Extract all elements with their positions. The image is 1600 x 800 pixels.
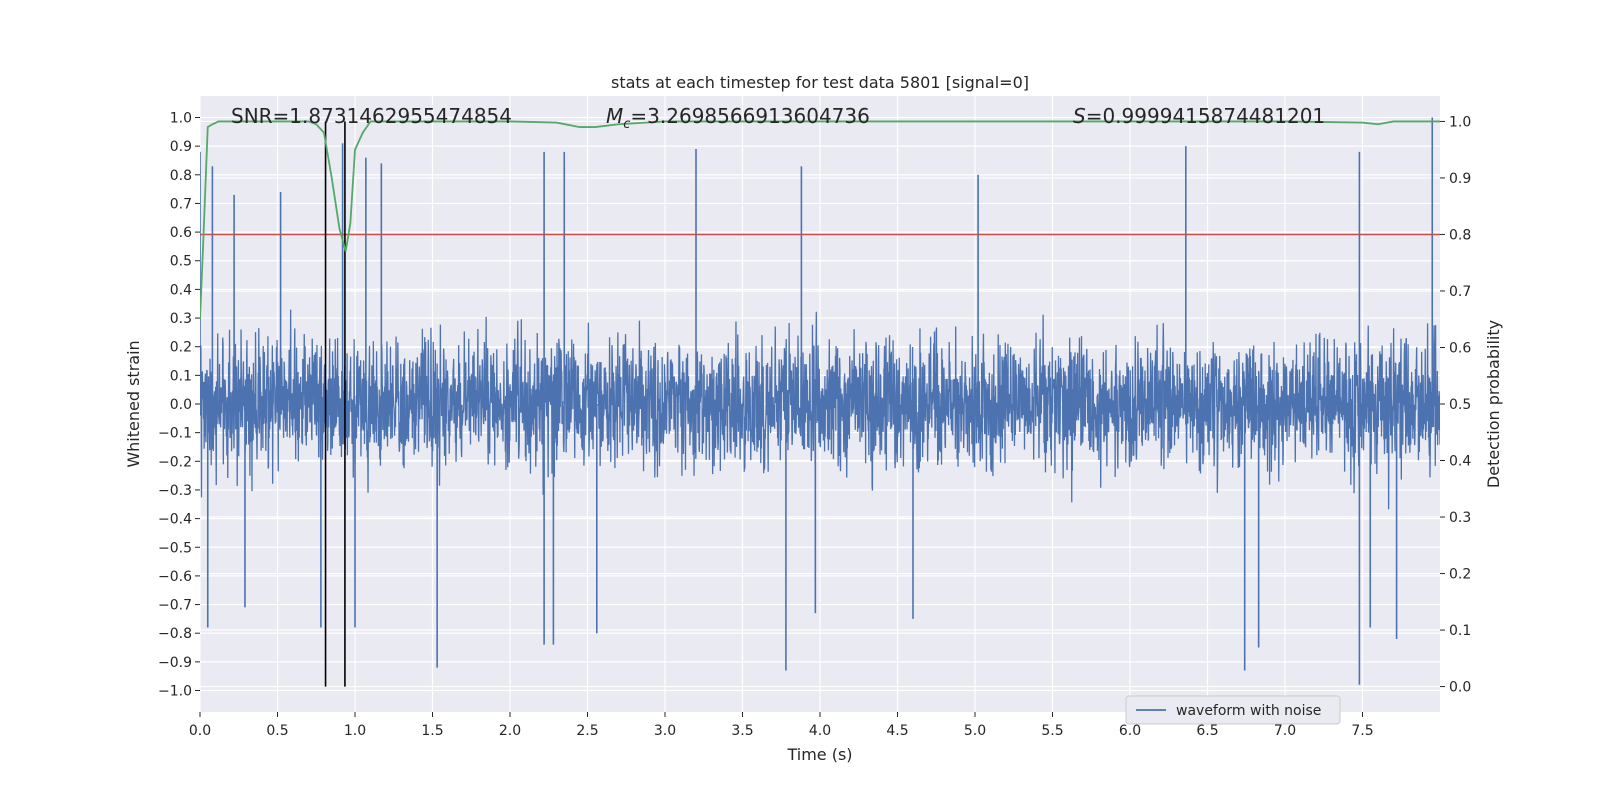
y-left-axis-label: Whitened strain xyxy=(124,340,143,467)
chirp-mass-symbol: M xyxy=(606,104,623,128)
x-tick-label: 0.5 xyxy=(266,723,288,739)
x-tick-label: 6.0 xyxy=(1119,723,1141,739)
x-tick-label: 2.0 xyxy=(499,723,521,739)
y-right-axis-ticks: 1.0 0.9 0.8 0.7 0.6 0.5 0.4 0.3 0.2 0.1 0.0 xyxy=(1440,114,1471,696)
legend-label: waveform with noise xyxy=(1176,703,1321,719)
y-left-tick-label: −1.0 xyxy=(158,684,192,700)
y-right-tick-label: 0.6 xyxy=(1449,340,1471,356)
y-left-tick-label: 0.4 xyxy=(170,282,192,298)
score-symbol: S xyxy=(1073,104,1086,128)
y-left-tick-label: 1.0 xyxy=(170,110,192,126)
x-tick-label: 7.0 xyxy=(1274,723,1296,739)
x-tick-label: 5.5 xyxy=(1041,723,1063,739)
strain-line xyxy=(200,309,1440,510)
x-tick-label: 0.0 xyxy=(189,723,211,739)
y-left-tick-label: −0.5 xyxy=(158,540,192,556)
x-tick-label: 3.0 xyxy=(654,723,676,739)
x-tick-label: 5.0 xyxy=(964,723,986,739)
y-right-tick-label: 0.4 xyxy=(1449,454,1471,470)
y-left-tick-label: −0.8 xyxy=(158,626,192,642)
y-left-tick-label: −0.2 xyxy=(158,454,192,470)
event-markers xyxy=(324,121,346,687)
x-tick-label: 3.5 xyxy=(731,723,753,739)
chirp-mass-subscript: c xyxy=(623,117,630,132)
y-left-tick-label: −0.6 xyxy=(158,569,192,585)
score-annotation: S=0.9999415874481201 xyxy=(1073,104,1325,128)
x-tick-label: 2.5 xyxy=(576,723,598,739)
y-left-tick-label: −0.9 xyxy=(158,655,192,671)
legend-box xyxy=(1125,695,1341,725)
snr-annotation: SNR=1.8731462955474854 xyxy=(231,104,512,128)
y-right-axis-label: Detection probability xyxy=(1484,320,1503,488)
y-left-tick-label: 0.6 xyxy=(170,225,192,241)
y-left-tick-label: −0.3 xyxy=(158,483,192,499)
probability-line xyxy=(200,120,1440,320)
y-left-tick-label: 0.2 xyxy=(170,340,192,356)
x-tick-label: 6.5 xyxy=(1196,723,1218,739)
x-tick-label: 4.5 xyxy=(886,723,908,739)
y-left-tick-label: 0.0 xyxy=(170,397,192,413)
y-left-tick-label: 0.1 xyxy=(170,368,192,384)
y-left-tick-label: 0.8 xyxy=(170,168,192,184)
x-axis-label: Time (s) xyxy=(786,745,852,764)
x-tick-label: 1.5 xyxy=(421,723,443,739)
y-left-tick-label: −0.7 xyxy=(158,598,192,614)
x-tick-label: 1.0 xyxy=(344,723,366,739)
strain-peak-events xyxy=(200,117,1434,685)
y-right-tick-label: 0.5 xyxy=(1449,397,1471,413)
y-right-tick-label: 0.9 xyxy=(1449,171,1471,187)
y-left-tick-label: 0.7 xyxy=(170,196,192,212)
y-right-tick-label: 0.8 xyxy=(1449,227,1471,243)
y-left-tick-label: −0.1 xyxy=(158,426,192,442)
y-right-tick-label: 1.0 xyxy=(1449,114,1471,130)
chart-title: stats at each timestep for test data 580… xyxy=(611,73,1029,92)
y-left-tick-label: 0.3 xyxy=(170,311,192,327)
y-right-tick-label: 0.7 xyxy=(1449,284,1471,300)
y-left-tick-label: 0.5 xyxy=(170,254,192,270)
y-right-tick-label: 0.1 xyxy=(1449,623,1471,639)
y-right-tick-label: 0.3 xyxy=(1449,510,1471,526)
score-value: =0.9999415874481201 xyxy=(1086,104,1325,128)
y-left-tick-label: 0.9 xyxy=(170,139,192,155)
strain-series xyxy=(200,117,1440,685)
y-left-axis-ticks: 1.0 0.9 0.8 0.7 0.6 0.5 0.4 0.3 0.2 0.1 0.0 −0.1 −0.… xyxy=(158,110,200,700)
legend: waveform with noise xyxy=(1125,695,1341,725)
y-right-tick-label: 0.0 xyxy=(1449,680,1471,696)
y-left-tick-label: −0.4 xyxy=(158,512,192,528)
y-right-tick-label: 0.2 xyxy=(1449,567,1471,583)
x-axis-ticks: 0.0 0.5 1.0 1.5 2.0 2.5 3.0 3.5 4.0 4.5 5.0 5.5 6.0 6… xyxy=(189,712,1374,739)
x-tick-label: 4.0 xyxy=(809,723,831,739)
chirp-mass-value: =3.2698566913604736 xyxy=(630,104,869,128)
chirp-mass-annotation: Mc=3.2698566913604736 xyxy=(606,104,870,132)
x-tick-label: 7.5 xyxy=(1351,723,1373,739)
